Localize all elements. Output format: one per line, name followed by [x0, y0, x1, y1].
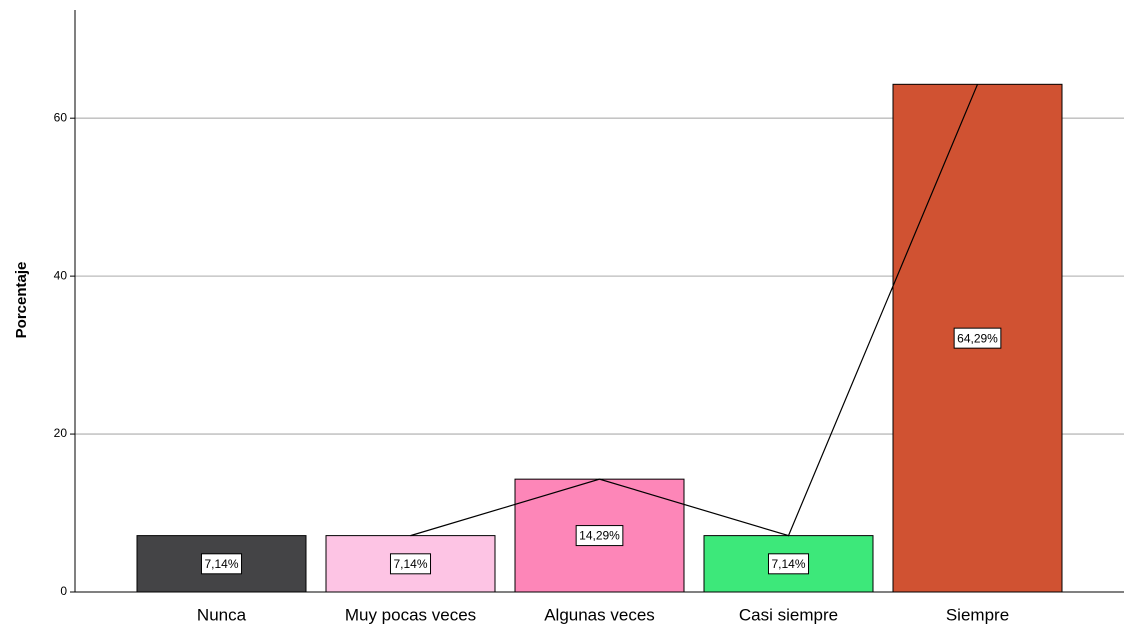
line [410, 84, 979, 537]
value-label: 14,29% [579, 529, 620, 543]
value-label: 7,14% [771, 557, 805, 571]
y-tick-label: 0 [60, 584, 67, 598]
value-label-bg [953, 327, 1002, 349]
x-tick-label: Muy pocas veces [345, 605, 476, 624]
value-label: 7,14% [204, 557, 238, 571]
x-tick-label: Nunca [197, 605, 247, 624]
value-label-bg [767, 553, 810, 575]
value-label-box: 64,29% [953, 327, 1002, 349]
x-tick-label: Casi siempre [739, 605, 838, 624]
y-axis-label: Porcentaje [13, 262, 30, 339]
x-tick-label: Algunas veces [544, 605, 655, 624]
x-tick-label: Siempre [946, 605, 1009, 624]
value-label-box: 7,14% [767, 553, 810, 575]
value-label-box: 7,14% [389, 553, 432, 575]
value-label-box: 7,14% [200, 553, 243, 575]
value-label-bg [200, 553, 243, 575]
value-label-box: 14,29% [575, 525, 624, 547]
value-label-bg [389, 553, 432, 575]
y-tick-label: 20 [54, 426, 68, 440]
y-tick-label: 40 [54, 268, 68, 282]
value-label: 64,29% [957, 331, 998, 345]
y-tick-label: 60 [54, 110, 68, 124]
value-label: 7,14% [393, 557, 427, 571]
value-label-bg [575, 525, 624, 547]
